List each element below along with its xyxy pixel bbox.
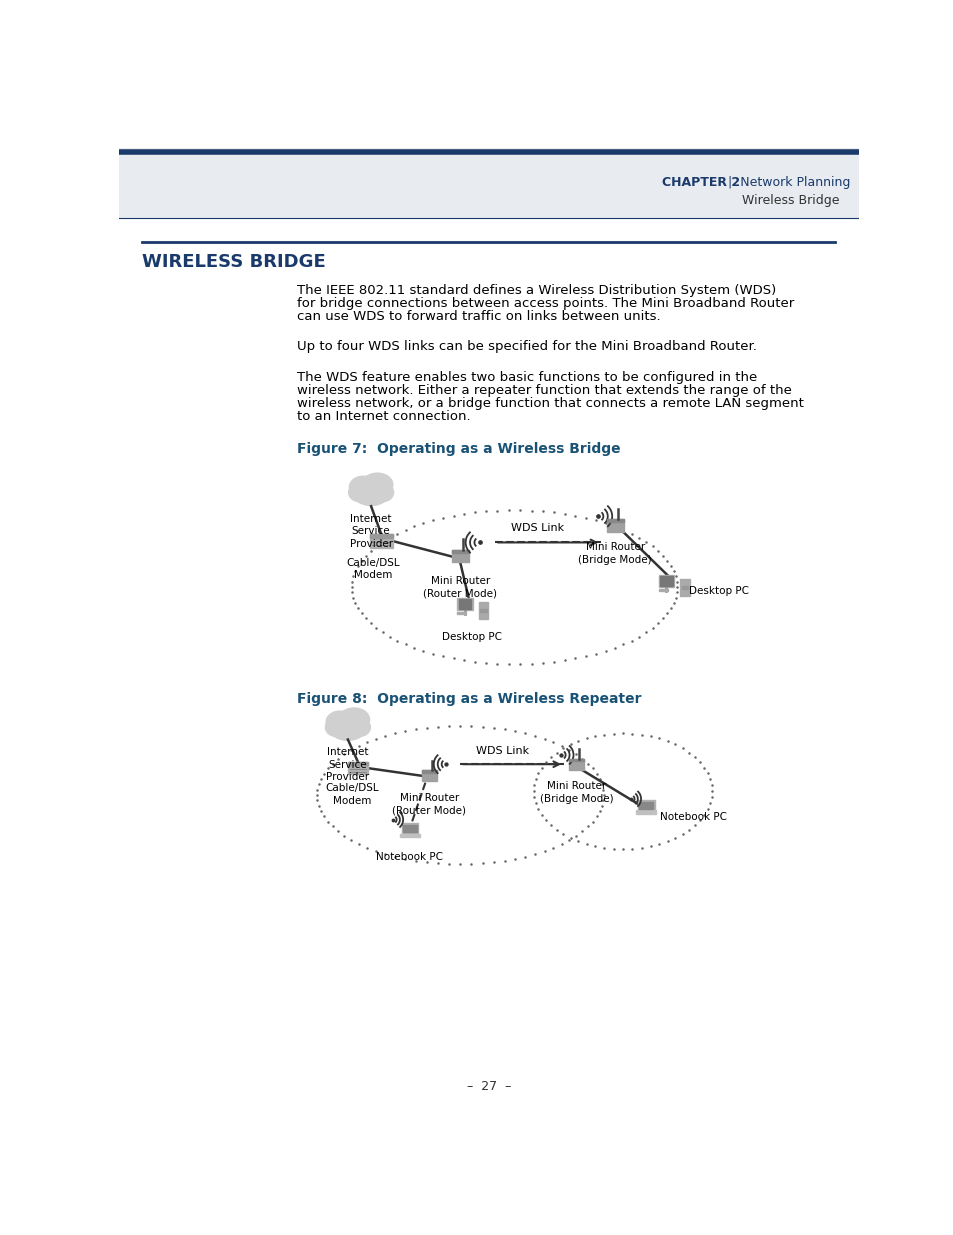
- Text: The IEEE 802.11 standard defines a Wireless Distribution System (WDS): The IEEE 802.11 standard defines a Wirel…: [297, 284, 776, 298]
- Text: Mini Router
(Router Mode): Mini Router (Router Mode): [423, 577, 497, 599]
- Ellipse shape: [361, 473, 393, 496]
- Ellipse shape: [348, 483, 370, 501]
- Text: Mini Router
(Bridge Mode): Mini Router (Bridge Mode): [539, 782, 613, 804]
- FancyBboxPatch shape: [568, 758, 583, 769]
- FancyBboxPatch shape: [421, 771, 436, 782]
- Ellipse shape: [331, 719, 365, 740]
- FancyBboxPatch shape: [659, 577, 672, 585]
- Text: Internet
Service
Provider: Internet Service Provider: [326, 747, 369, 782]
- Text: Mini Router
(Bridge Mode): Mini Router (Bridge Mode): [578, 542, 652, 564]
- Ellipse shape: [354, 484, 388, 505]
- FancyBboxPatch shape: [456, 611, 466, 614]
- FancyBboxPatch shape: [658, 574, 674, 587]
- Text: Up to four WDS links can be specified for the Mini Broadband Router.: Up to four WDS links can be specified fo…: [297, 341, 757, 353]
- Ellipse shape: [325, 718, 347, 736]
- FancyBboxPatch shape: [369, 534, 393, 537]
- FancyBboxPatch shape: [369, 534, 393, 548]
- Ellipse shape: [326, 711, 354, 732]
- Text: Desktop PC: Desktop PC: [688, 585, 748, 597]
- FancyBboxPatch shape: [636, 810, 656, 814]
- FancyBboxPatch shape: [568, 758, 583, 762]
- Text: wireless network. Either a repeater function that extends the range of the: wireless network. Either a repeater func…: [297, 384, 792, 398]
- FancyBboxPatch shape: [399, 834, 419, 837]
- Text: wireless network, or a bridge function that connects a remote LAN segment: wireless network, or a bridge function t…: [297, 398, 803, 410]
- Text: Notebook PC: Notebook PC: [376, 852, 443, 862]
- FancyBboxPatch shape: [480, 609, 486, 611]
- Ellipse shape: [348, 718, 370, 736]
- FancyBboxPatch shape: [401, 823, 417, 834]
- FancyBboxPatch shape: [679, 579, 689, 595]
- FancyBboxPatch shape: [639, 802, 653, 809]
- Text: for bridge connections between access points. The Mini Broadband Router: for bridge connections between access po…: [297, 298, 794, 310]
- Text: Notebook PC: Notebook PC: [659, 811, 726, 821]
- Text: Figure 8:  Operating as a Wireless Repeater: Figure 8: Operating as a Wireless Repeat…: [297, 692, 641, 705]
- FancyBboxPatch shape: [456, 598, 472, 610]
- Text: can use WDS to forward traffic on links between units.: can use WDS to forward traffic on links …: [297, 310, 660, 324]
- FancyBboxPatch shape: [658, 589, 667, 592]
- Text: |  Network Planning: | Network Planning: [720, 177, 849, 189]
- Text: Mini Router
(Router Mode): Mini Router (Router Mode): [392, 793, 466, 815]
- Text: Cable/DSL
Modem: Cable/DSL Modem: [325, 783, 378, 806]
- FancyBboxPatch shape: [348, 762, 368, 766]
- FancyBboxPatch shape: [452, 550, 468, 562]
- Text: WDS Link: WDS Link: [476, 746, 529, 756]
- Text: Figure 7:  Operating as a Wireless Bridge: Figure 7: Operating as a Wireless Bridge: [297, 441, 620, 456]
- Bar: [119, 148, 858, 217]
- FancyBboxPatch shape: [452, 550, 468, 553]
- FancyBboxPatch shape: [458, 599, 471, 609]
- Text: The WDS feature enables two basic functions to be configured in the: The WDS feature enables two basic functi…: [297, 372, 757, 384]
- FancyBboxPatch shape: [638, 800, 654, 810]
- FancyBboxPatch shape: [348, 762, 368, 774]
- Text: CHAPTER 2: CHAPTER 2: [661, 177, 740, 189]
- Ellipse shape: [372, 483, 394, 501]
- Ellipse shape: [338, 708, 369, 731]
- Text: WIRELESS BRIDGE: WIRELESS BRIDGE: [142, 253, 326, 272]
- FancyBboxPatch shape: [478, 601, 488, 619]
- Text: WDS Link: WDS Link: [511, 524, 564, 534]
- Text: Internet
Service
Provider: Internet Service Provider: [349, 514, 393, 548]
- FancyBboxPatch shape: [421, 771, 436, 773]
- Text: Desktop PC: Desktop PC: [441, 632, 501, 642]
- FancyBboxPatch shape: [402, 825, 416, 832]
- Text: Wireless Bridge: Wireless Bridge: [741, 194, 840, 207]
- FancyBboxPatch shape: [606, 520, 623, 522]
- Text: Cable/DSL
Modem: Cable/DSL Modem: [346, 558, 400, 580]
- Ellipse shape: [349, 477, 377, 498]
- FancyBboxPatch shape: [606, 520, 623, 531]
- FancyBboxPatch shape: [681, 587, 687, 589]
- Text: to an Internet connection.: to an Internet connection.: [297, 410, 471, 424]
- Text: –  27  –: – 27 –: [466, 1079, 511, 1093]
